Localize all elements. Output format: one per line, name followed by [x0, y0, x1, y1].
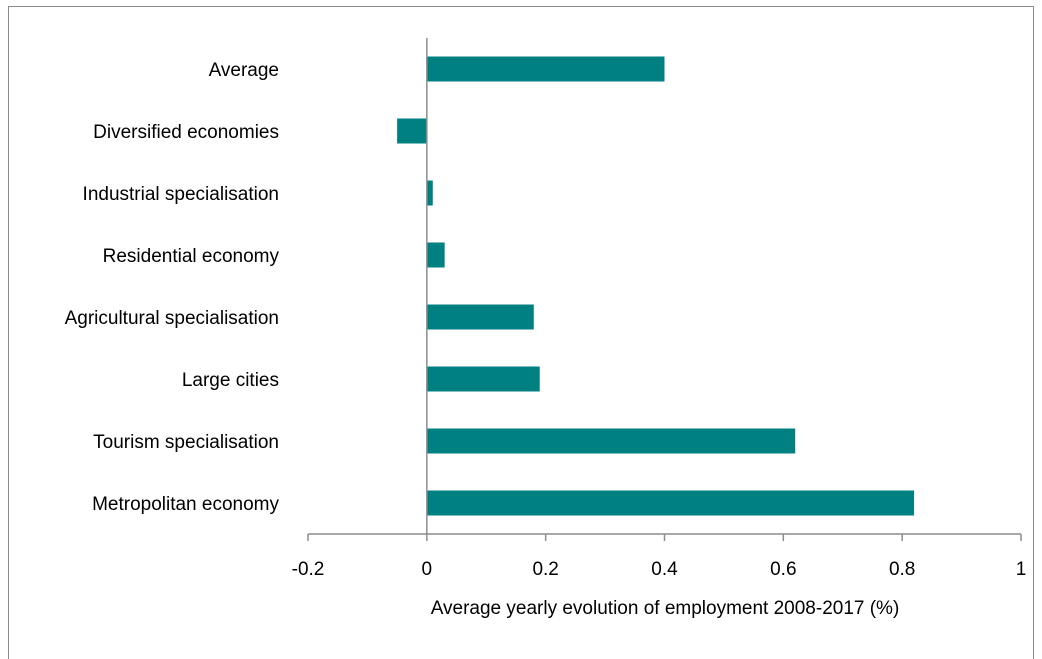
bar-agricultural-specialisation	[426, 304, 534, 330]
bar-average	[426, 56, 665, 82]
category-label-diversified-economies: Diversified economies	[93, 122, 279, 143]
x-tick-label: 0.4	[651, 559, 678, 580]
bars-group	[397, 56, 915, 516]
category-label-average: Average	[209, 60, 279, 81]
bar-diversified-economies	[397, 118, 427, 144]
bar-metropolitan-economy	[426, 490, 915, 516]
bar-large-cities	[426, 366, 540, 392]
x-tick-label: 0	[422, 559, 433, 580]
category-label-agricultural-specialisation: Agricultural specialisation	[65, 308, 279, 329]
category-label-tourism-specialisation: Tourism specialisation	[93, 432, 279, 453]
tick-labels-group: -0.2 0 0.2 0.4 0.6 0.8 1	[292, 559, 1027, 580]
bar-industrial-specialisation	[426, 180, 433, 206]
category-label-metropolitan-economy: Metropolitan economy	[92, 494, 279, 515]
bar-residential-economy	[426, 242, 445, 268]
axes-group	[307, 38, 1022, 541]
bar-tourism-specialisation	[426, 428, 796, 454]
x-tick-label: 1	[1016, 559, 1027, 580]
category-label-residential-economy: Residential economy	[103, 246, 280, 267]
category-labels-group: Average Diversified economies Industrial s…	[65, 60, 280, 515]
category-label-industrial-specialisation: Industrial specialisation	[83, 184, 279, 205]
x-axis-title: Average yearly evolution of employment 2…	[431, 598, 900, 619]
x-tick-label: 0.2	[532, 559, 558, 580]
x-tick-label: -0.2	[292, 559, 325, 580]
chart-frame	[8, 6, 1034, 659]
category-label-large-cities: Large cities	[182, 370, 279, 391]
x-tick-label: 0.8	[889, 559, 915, 580]
x-tick-label: 0.6	[770, 559, 796, 580]
